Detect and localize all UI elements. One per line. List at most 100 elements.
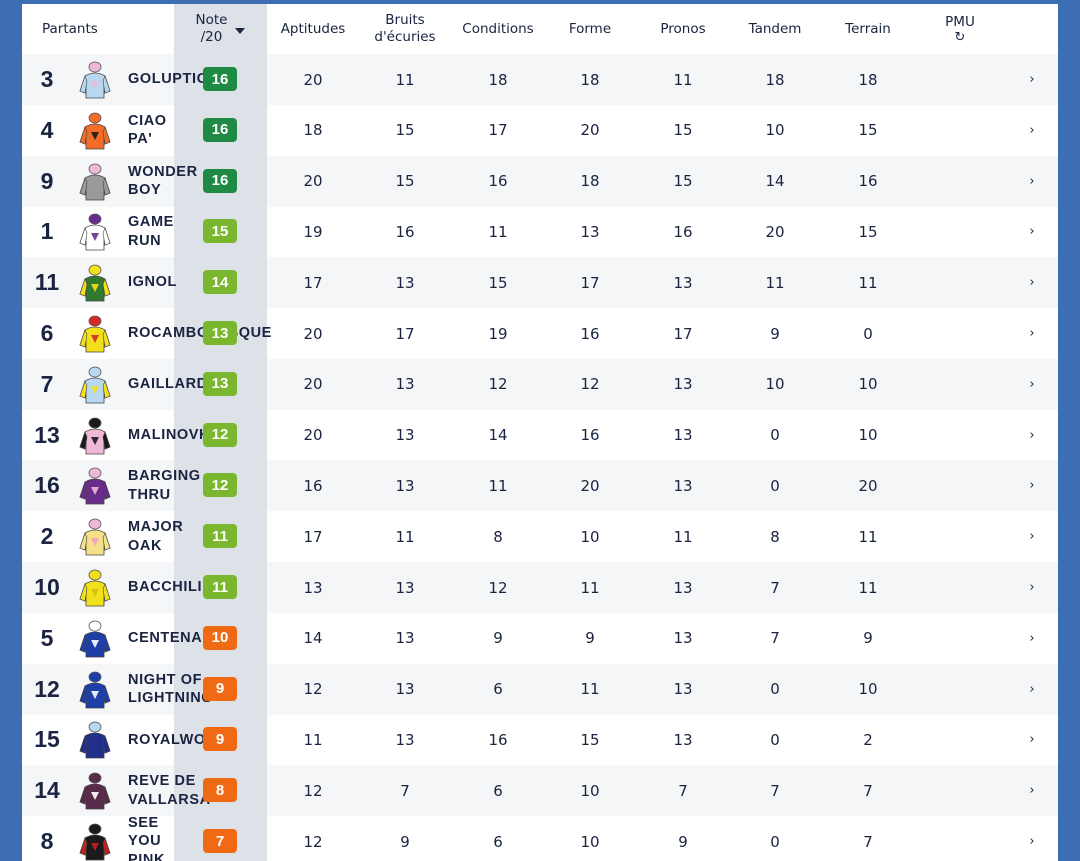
- row-chevron-icon[interactable]: ›: [1029, 681, 1035, 697]
- runner-number: 3: [40, 66, 54, 92]
- horse-name[interactable]: MALINOVKA: [128, 426, 222, 443]
- table-row[interactable]: 15 ROYALWOOD 9 11 13 16 15 13 0 2 ›: [22, 714, 1058, 766]
- cell-tandem: 0: [770, 832, 780, 851]
- cell-pronos: 13: [673, 578, 693, 597]
- cell-conditions: 16: [488, 730, 508, 749]
- cell-terrain: 10: [858, 680, 878, 699]
- cell-pronos: 13: [673, 273, 693, 292]
- cell-conditions: 11: [488, 222, 508, 241]
- table-row[interactable]: 10 BACCHILIDE 11 13 13 12 11 13 7 11 ›: [22, 562, 1058, 613]
- refresh-icon[interactable]: ↻: [954, 30, 966, 45]
- cell-aptitudes: 16: [303, 476, 323, 495]
- table-row[interactable]: 9 WONDER BOY 16 20 15 16 18 15 14 16 ›: [22, 155, 1058, 207]
- note-badge: 14: [203, 270, 237, 295]
- header-aptitudes[interactable]: Aptitudes: [267, 4, 359, 54]
- header-conditions-label: Conditions: [462, 20, 534, 37]
- cell-pronos: 15: [673, 121, 693, 140]
- horse-name[interactable]: GOLUPTIO: [128, 71, 209, 88]
- cell-conditions: 6: [493, 680, 503, 699]
- jockey-silk-icon: [77, 721, 113, 759]
- cell-pronos: 13: [673, 680, 693, 699]
- header-terrain[interactable]: Terrain: [822, 4, 914, 54]
- note-badge: 10: [203, 625, 237, 650]
- cell-terrain: 0: [863, 324, 873, 343]
- header-note-sort[interactable]: Note /20: [174, 4, 267, 54]
- table-row[interactable]: 2 MAJOR OAK 11 17 11 8 10 11 8 11 ›: [22, 511, 1058, 563]
- header-conditions[interactable]: Conditions: [452, 4, 544, 54]
- table-row[interactable]: 12 NIGHT OF LIGHTNING 9 12 13 6 11 13 0 10 ›: [22, 663, 1058, 715]
- cell-tandem: 8: [770, 527, 780, 546]
- table-row[interactable]: 7 GAILLARD 13 20 13 12 12 13 10 10 ›: [22, 358, 1058, 410]
- cell-terrain: 20: [858, 476, 878, 495]
- horse-name[interactable]: NIGHT OF LIGHTNING: [128, 671, 214, 707]
- header-note-label: Note: [195, 12, 228, 28]
- row-chevron-icon[interactable]: ›: [1029, 275, 1035, 291]
- row-chevron-icon[interactable]: ›: [1029, 173, 1035, 189]
- cell-terrain: 15: [858, 121, 878, 140]
- cell-forme: 11: [580, 578, 600, 597]
- horse-name[interactable]: BACCHILIDE: [128, 579, 224, 596]
- header-pronos[interactable]: Pronos: [637, 4, 729, 54]
- horse-name[interactable]: SEE YOU PINK: [128, 816, 166, 861]
- table-row[interactable]: 8 SEE YOU PINK 7 12 9 6 10 9 0 7 ›: [22, 816, 1058, 861]
- cell-terrain: 10: [858, 426, 878, 445]
- horse-name[interactable]: IGNOL: [128, 274, 177, 291]
- cell-aptitudes: 13: [303, 578, 323, 597]
- table-row[interactable]: 11 IGNOL 14 17 13 15 17 13 11 11 ›: [22, 257, 1058, 309]
- cell-forme: 13: [580, 222, 600, 241]
- row-chevron-icon[interactable]: ›: [1029, 783, 1035, 799]
- horse-name[interactable]: BARGING THRU: [128, 468, 201, 503]
- cell-pronos: 11: [673, 70, 693, 89]
- header-partants[interactable]: Partants: [42, 4, 162, 54]
- header-bruits[interactable]: Bruits d'écuries: [359, 4, 451, 54]
- row-chevron-icon[interactable]: ›: [1029, 834, 1035, 849]
- cell-terrain: 11: [858, 527, 878, 546]
- cell-conditions: 6: [493, 832, 503, 851]
- header-forme-label: Forme: [568, 20, 612, 37]
- horse-name[interactable]: CIAO PA': [128, 112, 167, 148]
- table-row[interactable]: 3 GOLUPTIO 16 20 11 18 18 11 18 18 ›: [22, 54, 1058, 105]
- row-chevron-icon[interactable]: ›: [1029, 376, 1035, 392]
- table-row[interactable]: 16 BARGING THRU 12 16 13 11 20 13 0 20 ›: [22, 460, 1058, 512]
- horse-name[interactable]: CENTENAIRE: [128, 630, 229, 647]
- cell-tandem: 18: [765, 70, 785, 89]
- table-row[interactable]: 5 CENTENAIRE 10 14 13 9 9 13 7 9 ›: [22, 612, 1058, 664]
- header-tandem[interactable]: Tandem: [729, 4, 821, 54]
- cell-terrain: 11: [858, 578, 878, 597]
- row-chevron-icon[interactable]: ›: [1029, 72, 1035, 87]
- cell-conditions: 9: [493, 629, 503, 648]
- table-row[interactable]: 13 MALINOVKA 12 20 13 14 16 13 0 10 ›: [22, 409, 1058, 461]
- cell-bruits: 15: [395, 172, 415, 191]
- horse-name[interactable]: MAJOR OAK: [128, 519, 184, 554]
- jockey-silk-icon: [77, 163, 113, 201]
- row-chevron-icon[interactable]: ›: [1029, 732, 1035, 748]
- row-chevron-icon[interactable]: ›: [1029, 224, 1035, 240]
- row-chevron-icon[interactable]: ›: [1029, 326, 1035, 341]
- header-forme[interactable]: Forme: [544, 4, 636, 54]
- horse-name[interactable]: GAILLARD: [128, 376, 208, 393]
- table-row[interactable]: 6 ROCAMBOLESQUE 13 20 17 19 16 17 9 0 ›: [22, 308, 1058, 359]
- cell-pronos: 13: [673, 375, 693, 394]
- horse-name[interactable]: REVE DE VALLARSA: [128, 773, 211, 808]
- horse-name[interactable]: WONDER BOY: [128, 163, 198, 199]
- row-chevron-icon[interactable]: ›: [1029, 630, 1035, 646]
- row-chevron-icon[interactable]: ›: [1029, 478, 1035, 494]
- cell-pronos: 7: [678, 781, 688, 800]
- cell-bruits: 11: [395, 527, 415, 546]
- row-chevron-icon[interactable]: ›: [1029, 580, 1035, 595]
- table-row[interactable]: 4 CIAO PA' 16 18 15 17 20 15 10 15 ›: [22, 104, 1058, 156]
- row-chevron-icon[interactable]: ›: [1029, 427, 1035, 443]
- row-chevron-icon[interactable]: ›: [1029, 529, 1035, 545]
- cell-tandem: 0: [770, 680, 780, 699]
- header-pmu[interactable]: PMU ↻: [914, 4, 1006, 54]
- cell-aptitudes: 18: [303, 121, 323, 140]
- horse-name[interactable]: GAME RUN: [128, 214, 174, 249]
- runner-number: 6: [40, 320, 54, 346]
- table-row[interactable]: 1 GAME RUN 15 19 16 11 13 16 20 15 ›: [22, 206, 1058, 258]
- header-pmu-label: PMU: [945, 14, 975, 30]
- table-row[interactable]: 14 REVE DE VALLARSA 8 12 7 6 10 7 7 7 ›: [22, 765, 1058, 817]
- cell-conditions: 6: [493, 781, 503, 800]
- cell-bruits: 13: [395, 375, 415, 394]
- jockey-silk-icon: [77, 467, 113, 505]
- row-chevron-icon[interactable]: ›: [1029, 122, 1035, 138]
